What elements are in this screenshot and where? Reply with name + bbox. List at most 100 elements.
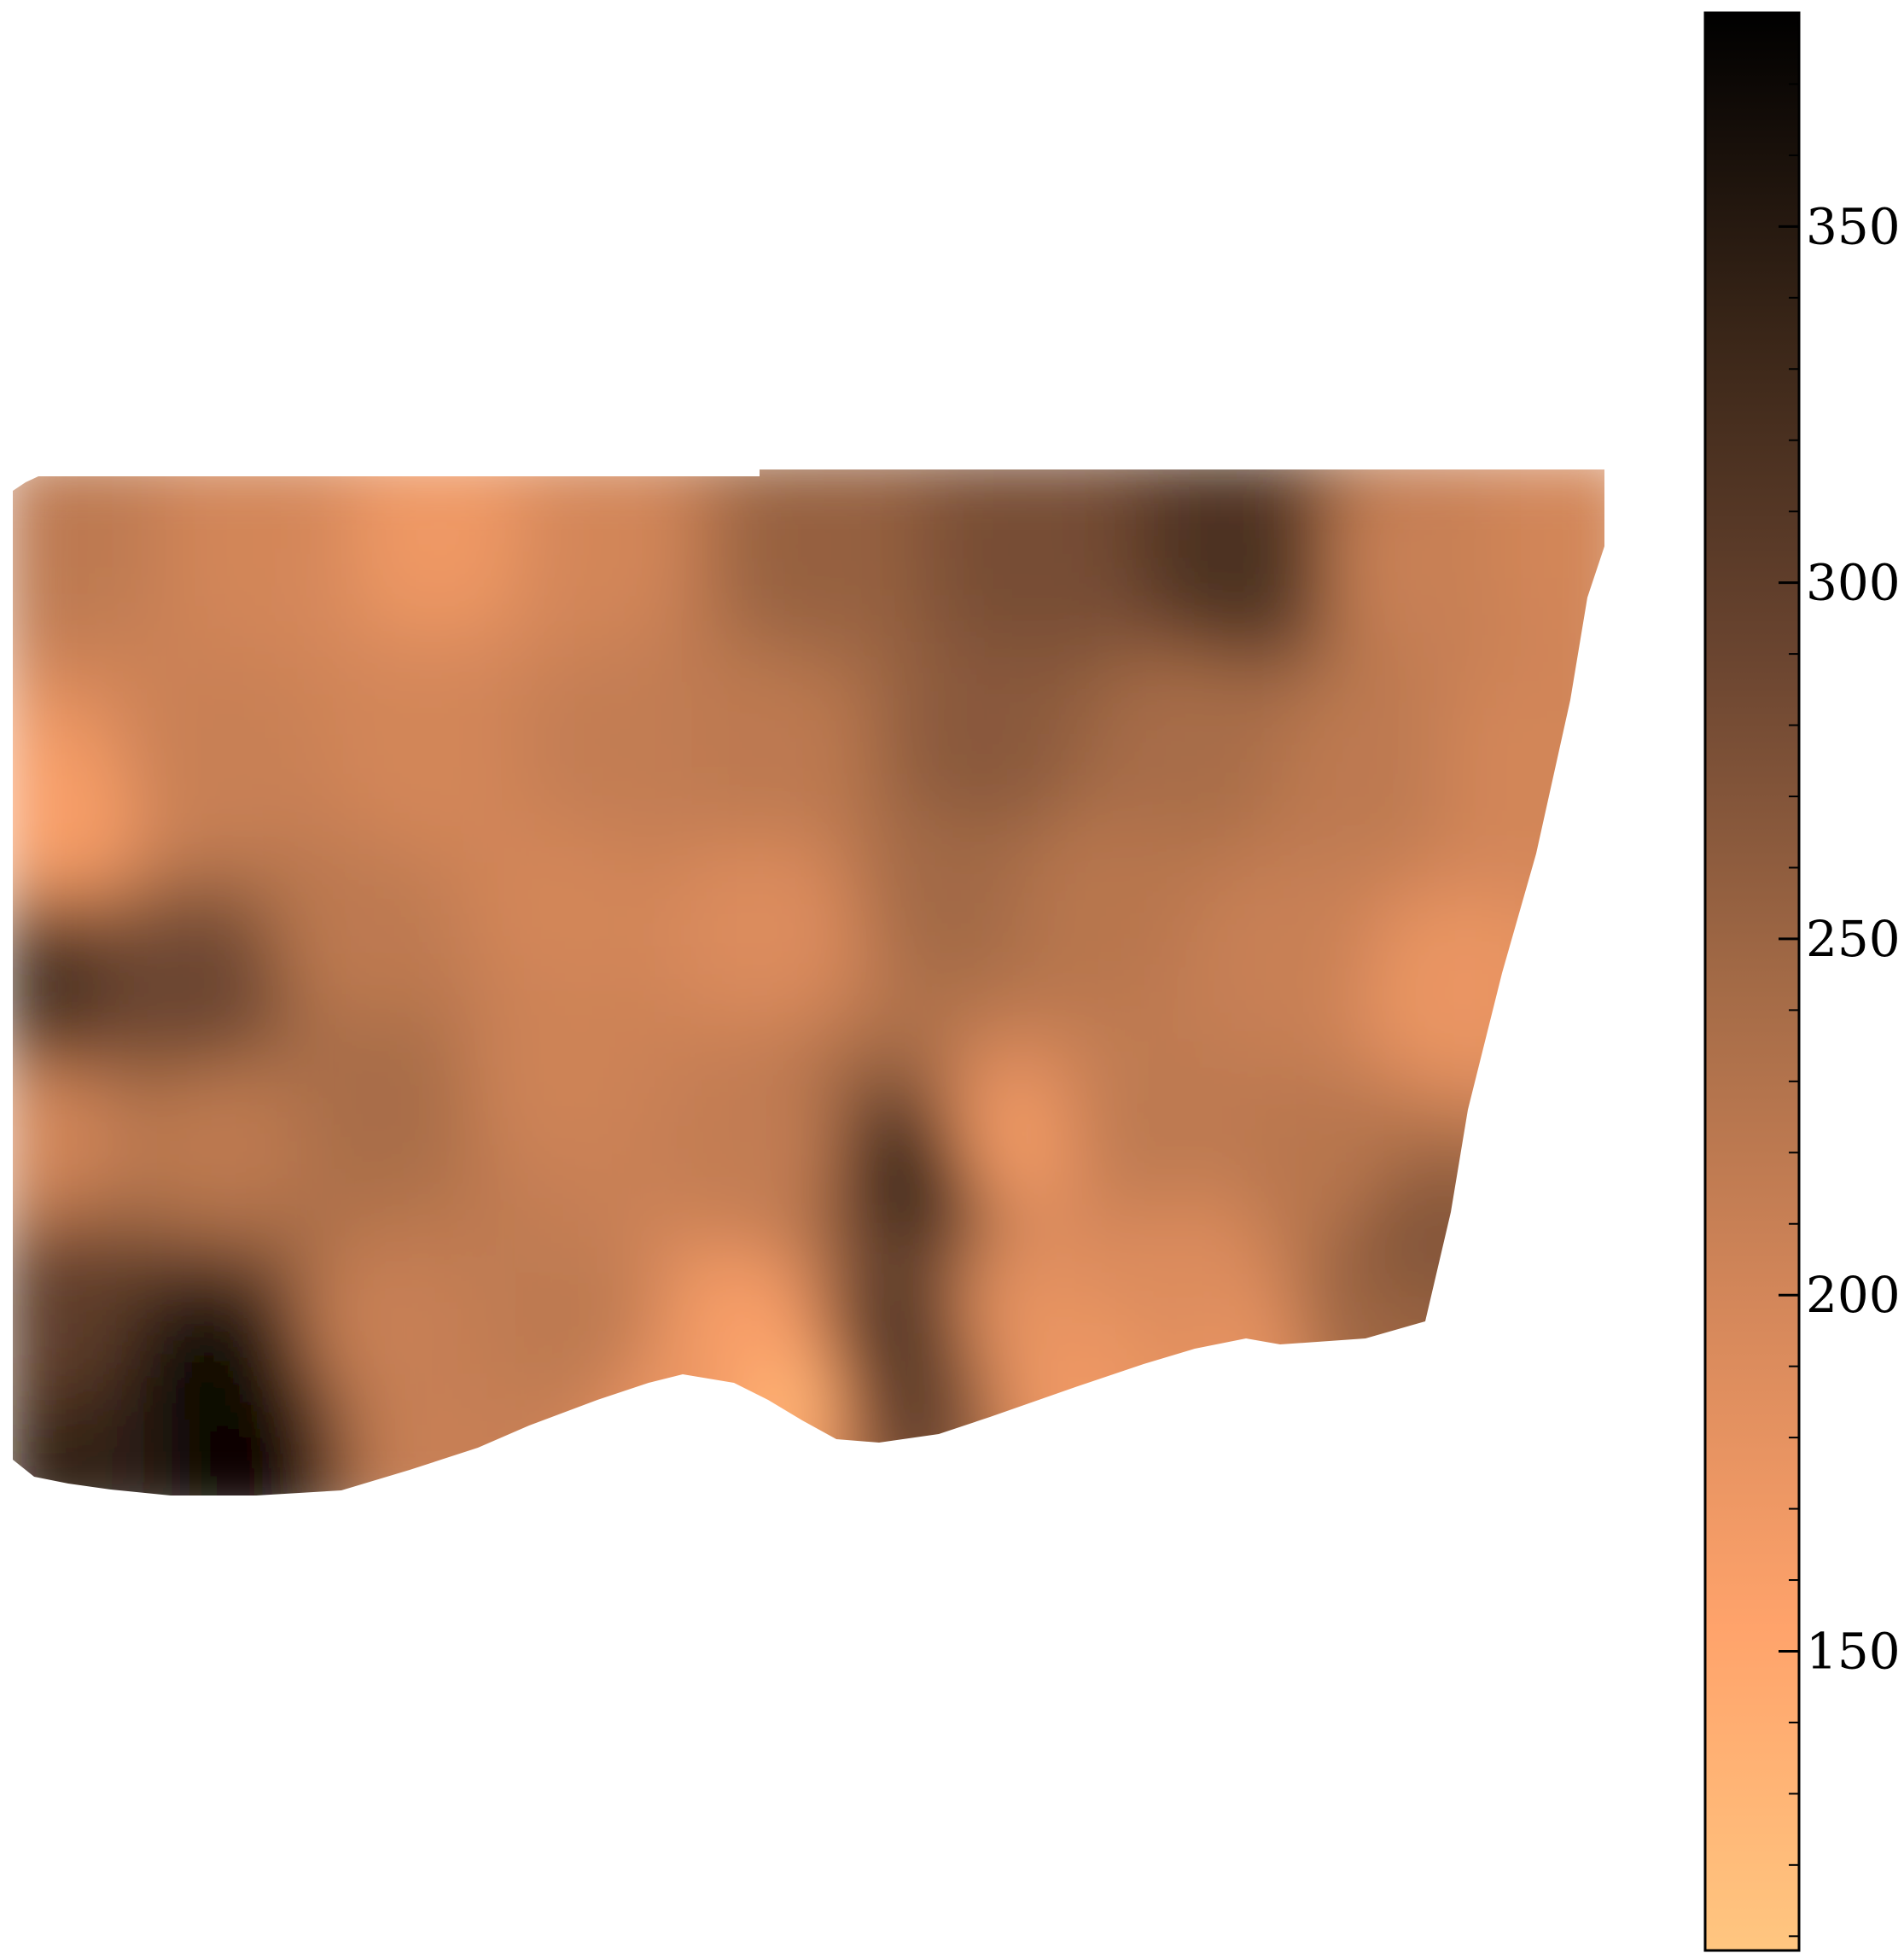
heatmap-cell	[1357, 708, 1383, 735]
heatmap-cell	[154, 1451, 180, 1478]
heatmap-cell	[1485, 1426, 1511, 1452]
heatmap-cell	[1203, 1067, 1230, 1093]
heatmap-cell	[922, 1041, 948, 1068]
heatmap-cell	[794, 529, 820, 556]
heatmap-cell	[1613, 1246, 1639, 1273]
heatmap-cell	[205, 1016, 231, 1042]
heatmap-cell	[589, 965, 615, 991]
heatmap-cell	[768, 1169, 795, 1196]
heatmap-cell	[1101, 580, 1127, 607]
heatmap-cell	[1331, 734, 1358, 761]
heatmap-cell	[410, 1297, 436, 1324]
heatmap-cell	[614, 1169, 641, 1196]
heatmap-cell	[717, 1093, 743, 1119]
heatmap-cell	[333, 913, 359, 940]
heatmap-cell	[1306, 1272, 1332, 1298]
heatmap-cell	[768, 1221, 795, 1247]
heatmap-cell	[742, 939, 769, 965]
heatmap-cell	[179, 683, 206, 709]
heatmap-cell	[1408, 1451, 1435, 1478]
heatmap-cell	[205, 1272, 231, 1298]
heatmap-cell	[922, 657, 948, 684]
heatmap-cell	[1229, 939, 1255, 965]
heatmap-cell	[1434, 683, 1460, 709]
heatmap-cell	[1587, 1093, 1604, 1119]
heatmap-cell	[589, 469, 615, 479]
colorbar-tick-label: 200	[1806, 1266, 1901, 1324]
heatmap-cell	[154, 1144, 180, 1170]
heatmap-cell	[1127, 888, 1153, 914]
heatmap-cell	[1101, 1297, 1127, 1324]
heatmap-cell	[1255, 1118, 1281, 1145]
heatmap-cell	[307, 632, 334, 658]
heatmap-cell	[282, 1246, 308, 1273]
heatmap-cell	[333, 1221, 359, 1247]
heatmap-cell	[1485, 1016, 1511, 1042]
heatmap-cell	[26, 837, 52, 863]
heatmap-cell	[742, 811, 769, 837]
heatmap-cell	[666, 734, 692, 761]
heatmap-cell	[1280, 1400, 1307, 1426]
heatmap-cell	[1562, 1195, 1588, 1221]
heatmap-cell	[1127, 1093, 1153, 1119]
heatmap-cell	[538, 632, 564, 658]
heatmap-cell	[435, 555, 462, 581]
heatmap-cell	[1101, 1195, 1127, 1221]
heatmap-cell	[1255, 1426, 1281, 1452]
heatmap-cell	[1331, 862, 1358, 889]
heatmap-cell	[1229, 862, 1255, 889]
heatmap-cell	[1101, 657, 1127, 684]
heatmap-cell	[77, 1093, 103, 1119]
heatmap-cell	[768, 708, 795, 735]
heatmap-cell	[256, 913, 282, 940]
heatmap-cell	[1127, 939, 1153, 965]
heatmap-cell	[128, 1041, 154, 1068]
heatmap-cell	[666, 1297, 692, 1324]
heatmap-cell	[614, 811, 641, 837]
heatmap-cell	[845, 504, 871, 530]
heatmap-cell	[128, 1323, 154, 1350]
heatmap-cell	[999, 862, 1025, 889]
heatmap-cell	[384, 529, 410, 556]
heatmap-cell	[845, 1323, 871, 1350]
heatmap-cell	[1536, 1016, 1563, 1042]
heatmap-cell	[896, 529, 923, 556]
heatmap-cell	[1280, 811, 1307, 837]
heatmap-cell	[1485, 1477, 1511, 1495]
heatmap-cell	[435, 1067, 462, 1093]
heatmap-cell	[589, 1067, 615, 1093]
heatmap-cell	[1434, 1374, 1460, 1401]
heatmap-cell	[410, 1451, 436, 1478]
heatmap-cell	[461, 504, 487, 530]
heatmap-cell	[1613, 1041, 1639, 1068]
heatmap-cell	[717, 1118, 743, 1145]
heatmap-cell	[589, 1144, 615, 1170]
heatmap-cell	[1331, 632, 1358, 658]
heatmap-cell	[819, 760, 846, 786]
heatmap-cell	[1203, 1451, 1230, 1478]
heatmap-cell	[640, 1400, 667, 1426]
heatmap-cell	[563, 1297, 590, 1324]
heatmap-cell	[691, 469, 718, 479]
heatmap-cell	[768, 1246, 795, 1273]
heatmap-cell	[256, 504, 282, 530]
heatmap-cell	[1280, 683, 1307, 709]
heatmap-cell	[128, 1067, 154, 1093]
heatmap-cell	[973, 965, 999, 991]
heatmap-cell	[1357, 734, 1383, 761]
heatmap-cell	[26, 504, 52, 530]
heatmap-cell	[102, 1297, 129, 1324]
heatmap-cell	[1408, 1400, 1435, 1426]
heatmap-cell	[51, 1297, 78, 1324]
heatmap-cell	[614, 1118, 641, 1145]
heatmap-cell	[819, 478, 846, 504]
heatmap-cell	[358, 1400, 385, 1426]
heatmap-cell	[102, 1016, 129, 1042]
heatmap-cell	[1408, 1041, 1435, 1068]
heatmap-cell	[128, 478, 154, 504]
heatmap-cell	[358, 1144, 385, 1170]
heatmap-cell	[461, 1451, 487, 1478]
heatmap-cell	[333, 760, 359, 786]
heatmap-cell	[13, 1016, 26, 1042]
